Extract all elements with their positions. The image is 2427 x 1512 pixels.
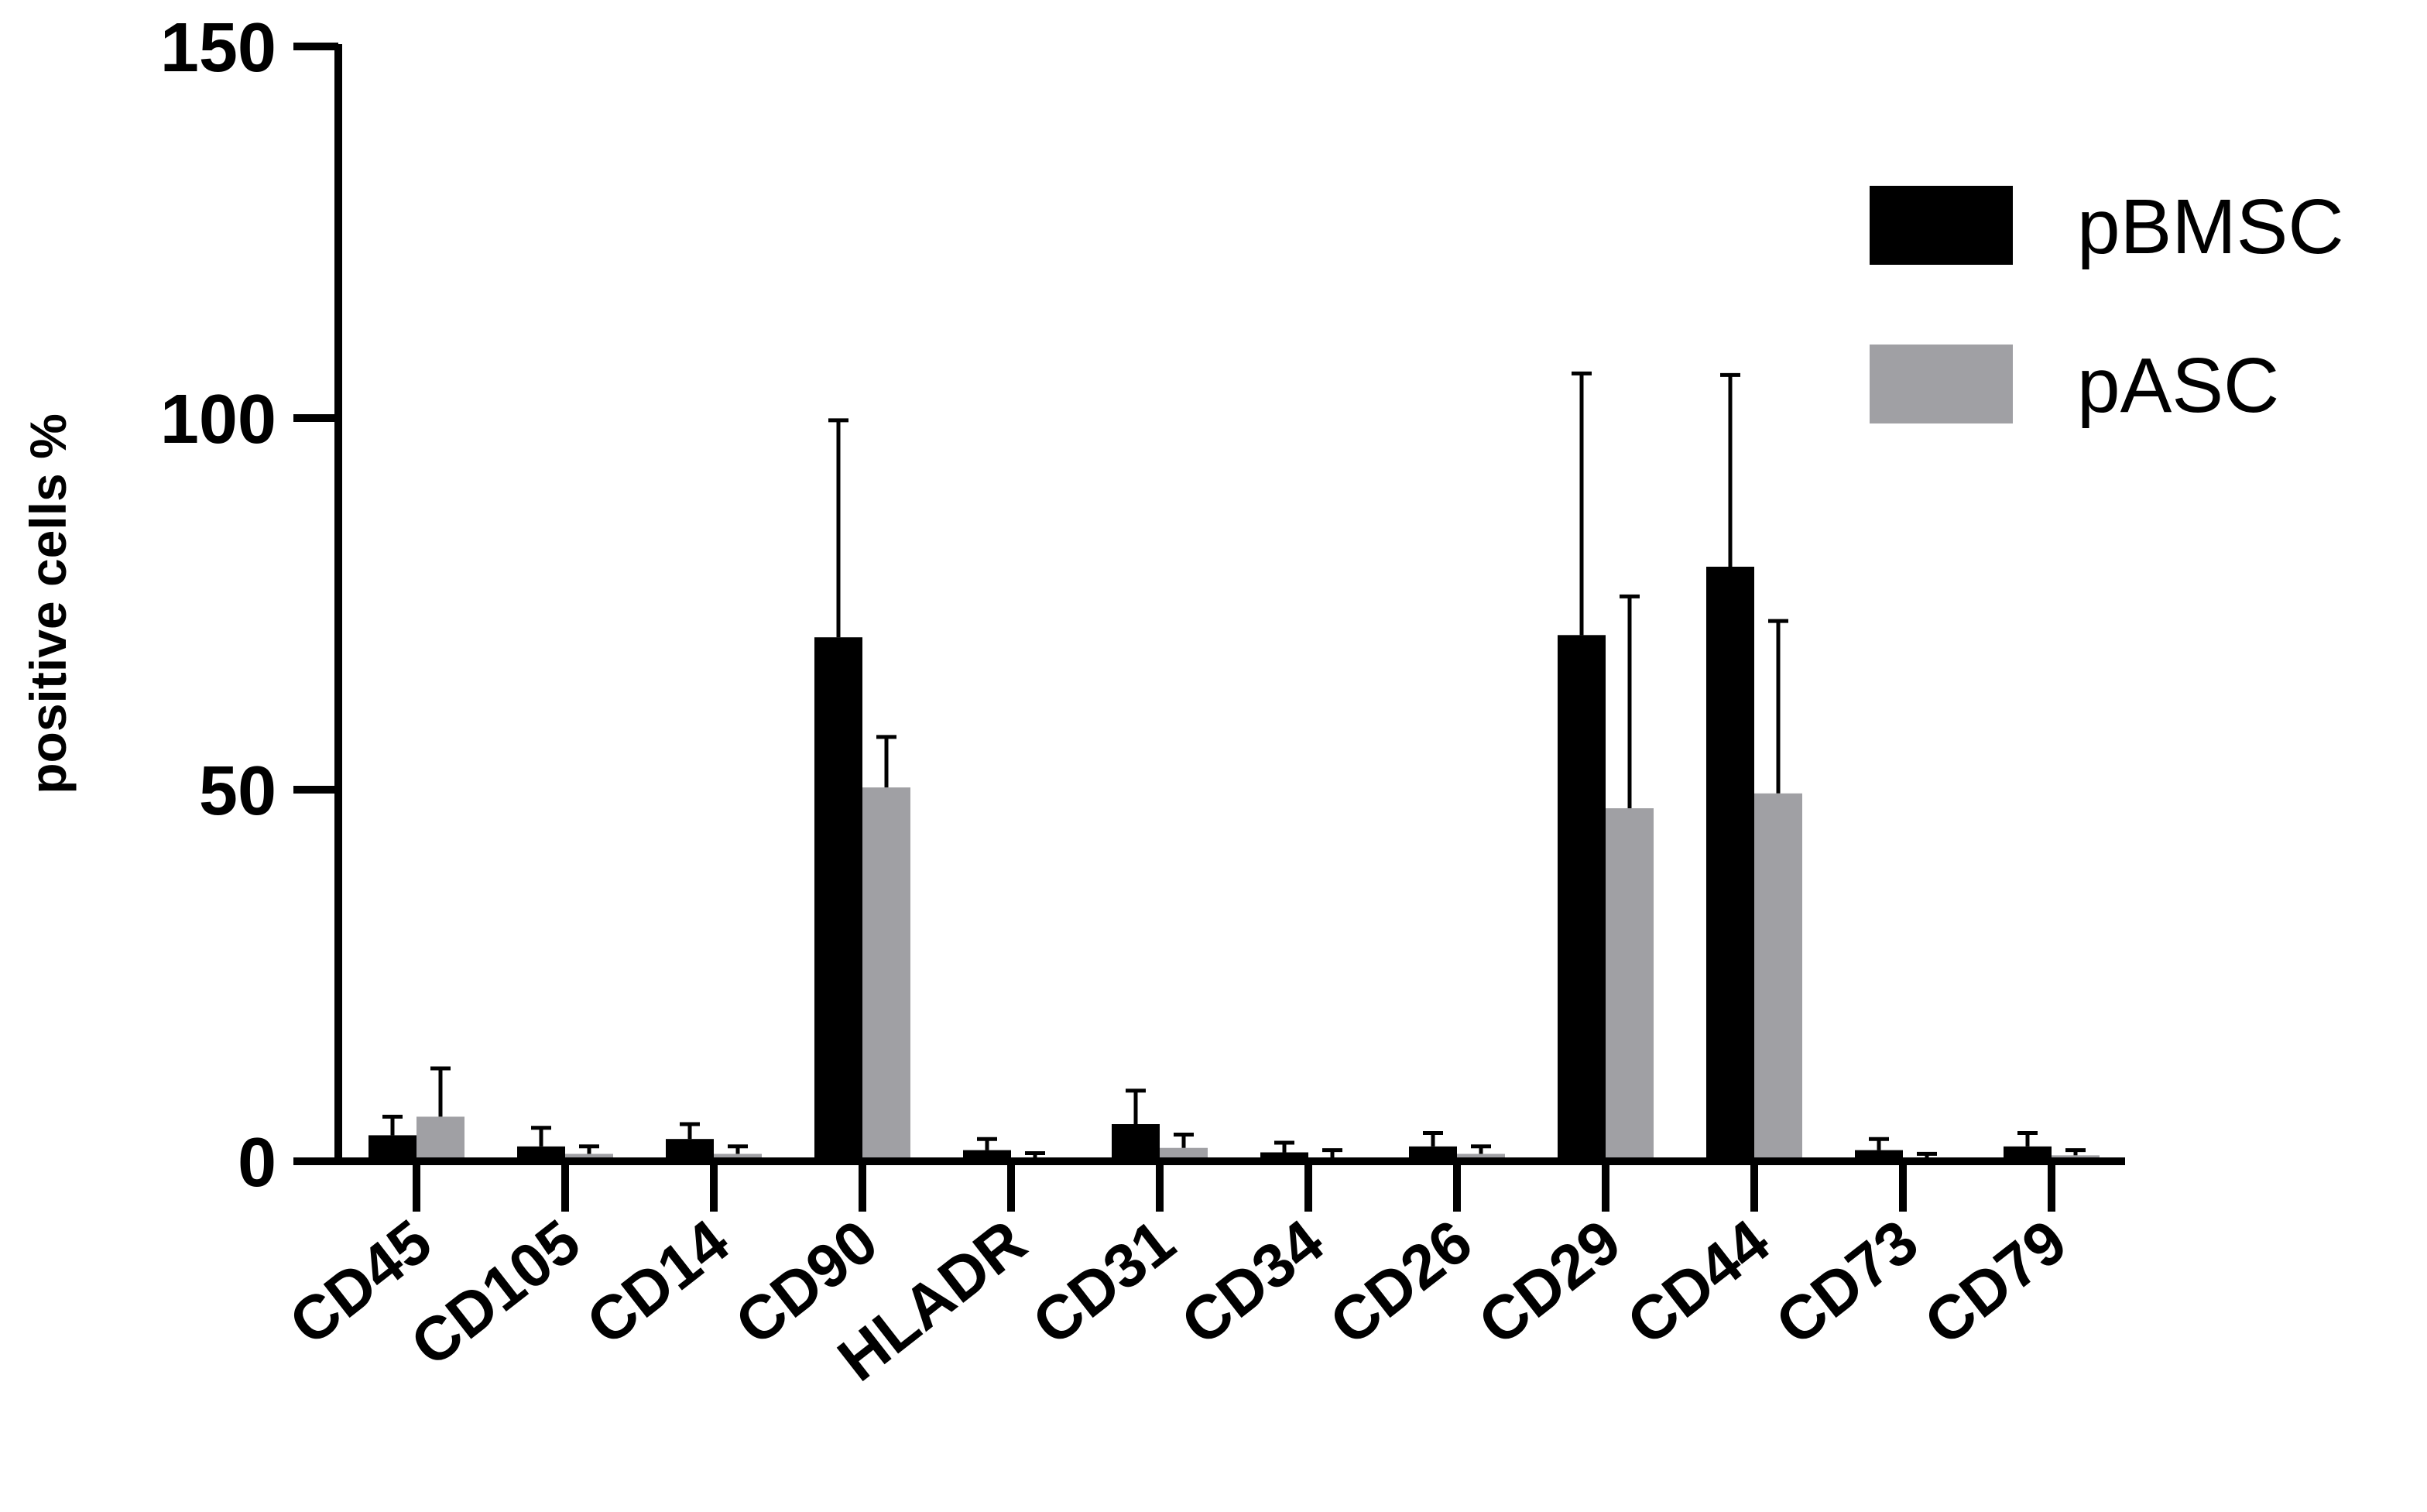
bar-pbmsc-cd31	[1112, 1124, 1160, 1161]
bars	[369, 567, 2100, 1161]
category-label-cd26: CD26	[1317, 1206, 1484, 1358]
bar-pbmsc-cd34	[1260, 1152, 1308, 1161]
bar-pasc-cd29	[1606, 808, 1654, 1161]
legend: pBMSC pASC	[1870, 183, 2344, 429]
y-axis: 0 50 100 150	[160, 9, 342, 1202]
y-tick-label: 0	[238, 1124, 276, 1202]
bar-pasc-cd90	[862, 787, 910, 1161]
legend-swatch-pasc	[1870, 345, 2013, 423]
legend-label-pasc: pASC	[2077, 342, 2279, 429]
y-tick-label: 50	[199, 753, 276, 830]
y-axis-title: positive cells %	[19, 413, 77, 794]
bar-pbmsc-cd90	[814, 637, 862, 1161]
category-label-cd34: CD34	[1168, 1206, 1335, 1358]
error-bars	[382, 371, 2086, 1158]
y-tick-label: 150	[160, 9, 276, 87]
category-labels: CD45CD105CD14CD90HLADRCD31CD34CD26CD29CD…	[276, 1206, 2079, 1394]
x-axis	[334, 1157, 2125, 1212]
bar-pasc-cd45	[416, 1116, 464, 1161]
y-tick-label: 100	[160, 381, 276, 458]
category-label-cd14: CD14	[574, 1206, 741, 1358]
category-label-cd29: CD29	[1465, 1206, 1633, 1358]
bar-pbmsc-cd44	[1706, 567, 1754, 1161]
category-label-cd73: CD73	[1763, 1206, 1930, 1358]
category-label-cd44: CD44	[1614, 1206, 1781, 1358]
category-label-cd105: CD105	[398, 1206, 592, 1379]
bar-pbmsc-cd45	[369, 1135, 416, 1161]
bar-pasc-cd44	[1754, 793, 1802, 1161]
legend-swatch-pbmsc	[1870, 186, 2013, 265]
bar-pbmsc-cd29	[1558, 635, 1606, 1161]
category-label-cd79: CD79	[1911, 1206, 2079, 1358]
category-label-cd31: CD31	[1020, 1206, 1187, 1358]
legend-label-pbmsc: pBMSC	[2077, 183, 2344, 270]
